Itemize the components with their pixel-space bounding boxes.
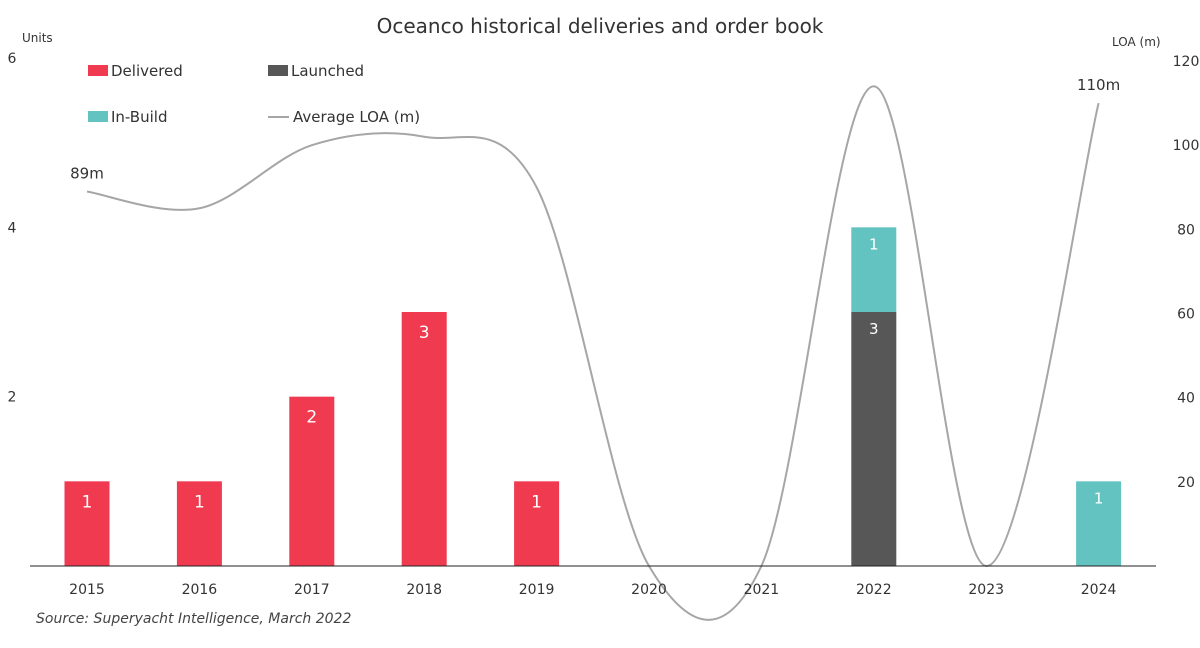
average-loa-line — [86, 85, 1100, 621]
legend-label: In-Build — [111, 108, 167, 126]
chart-title: Oceanco historical deliveries and order … — [377, 14, 824, 38]
legend-swatch-in-build — [88, 111, 108, 122]
y2-tick-label: 120 — [1173, 54, 1200, 70]
x-tick-label: 2022 — [856, 582, 892, 598]
x-tick-label: 2023 — [968, 582, 1004, 598]
bar-data-label: 1 — [82, 492, 93, 512]
bar-data-label: 2 — [306, 408, 317, 428]
line-series: 89m 110m — [70, 76, 1120, 621]
bar-delivered-2015 — [64, 481, 110, 566]
y2-tick-label: 40 — [1177, 391, 1195, 407]
y-tick-label: 2 — [8, 390, 17, 406]
x-tick-label: 2015 — [69, 582, 105, 598]
x-tick-label: 2020 — [631, 582, 667, 598]
y2-tick-label: 20 — [1177, 475, 1195, 491]
bar-data-label: 1 — [194, 492, 205, 512]
source-note: Source: Superyacht Intelligence, March 2… — [36, 611, 351, 627]
bar-delivered-2018 — [401, 312, 447, 566]
legend-label: Launched — [291, 62, 364, 80]
legend-swatch-launched — [268, 65, 288, 76]
bar-data-label: 3 — [869, 320, 879, 338]
legend-swatch-delivered — [88, 65, 108, 76]
x-tick-label: 2021 — [744, 582, 780, 598]
y2-axis-label: LOA (m) — [1112, 35, 1161, 49]
bar-data-label: 1 — [531, 492, 542, 512]
bar-delivered-2019 — [514, 481, 560, 566]
bar-data-label: 1 — [869, 235, 879, 253]
bar-data-label: 3 — [419, 323, 430, 343]
x-tick-label: 2024 — [1081, 582, 1117, 598]
x-tick-label: 2017 — [294, 582, 330, 598]
y-tick-label: 6 — [8, 51, 17, 67]
legend: Delivered Launched In-Build Average LOA (m) — [88, 62, 420, 126]
legend-label: Average LOA (m) — [293, 108, 420, 126]
y-tick-label: 4 — [8, 220, 17, 236]
line-annotation: 89m — [70, 164, 104, 182]
x-tick-label: 2018 — [406, 582, 442, 598]
bar-data-label: 1 — [1094, 489, 1104, 507]
legend-label: Delivered — [111, 62, 183, 80]
line-annotation: 110m — [1077, 76, 1120, 94]
y-axis-label: Units — [22, 31, 53, 45]
bar-in-build-2024 — [1076, 481, 1122, 566]
bars: 1 1 2 3 1 3 1 1 — [64, 227, 1122, 566]
bar-launched-2022 — [851, 312, 897, 566]
bar-delivered-2016 — [176, 481, 222, 566]
x-tick-label: 2016 — [182, 582, 218, 598]
axes: 2015 2016 2017 2018 2019 2020 2021 2022 2023 2024… — [8, 51, 1200, 598]
y2-tick-label: 60 — [1177, 307, 1195, 323]
x-tick-label: 2019 — [519, 582, 555, 598]
y2-tick-label: 100 — [1173, 138, 1200, 154]
bar-in-build-2022 — [851, 227, 897, 312]
y2-tick-label: 80 — [1177, 222, 1195, 238]
bar-delivered-2017 — [289, 396, 335, 566]
